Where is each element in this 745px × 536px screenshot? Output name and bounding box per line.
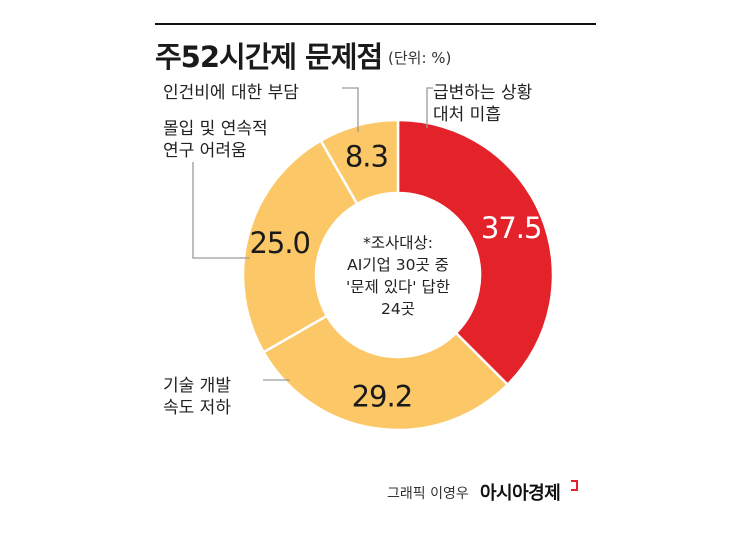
value-label-1: 29.2 xyxy=(352,379,413,413)
value-label-3: 8.3 xyxy=(345,140,388,174)
value-label-0: 37.5 xyxy=(481,211,542,245)
category-label-3: 인건비에 대한 부담 xyxy=(163,83,299,103)
donut-slice-3 xyxy=(319,118,400,206)
category-label-2: 몰입 및 연속적 연구 어려움 xyxy=(163,119,268,161)
leader-line-3 xyxy=(342,87,359,132)
graphic-credit: 그래픽 이영우 xyxy=(387,486,469,502)
center-note-line-0: *조사대상: xyxy=(363,234,433,252)
donut-slice-0 xyxy=(396,118,555,387)
leader-line-2 xyxy=(192,162,250,259)
leader-line-0 xyxy=(426,87,433,128)
unit-note: (단위: %) xyxy=(388,49,452,67)
center-note-line-2: '문제 있다' 답한 xyxy=(346,278,450,296)
chart-title: 주52시간제 문제점 xyxy=(155,40,383,74)
top-rule xyxy=(155,23,596,25)
category-label-0: 급변하는 상황 대처 미흡 xyxy=(433,83,533,125)
center-note-line-1: AI기업 30곳 중 xyxy=(347,256,449,274)
brand-mark-icon xyxy=(571,480,578,491)
value-label-2: 25.0 xyxy=(249,226,310,260)
center-note-line-3: 24곳 xyxy=(381,300,415,318)
category-label-1: 기술 개발 속도 저하 xyxy=(163,376,231,418)
brand-logo: 아시아경제 xyxy=(480,483,561,504)
donut-slice-1 xyxy=(261,314,510,432)
donut-slice-2 xyxy=(241,138,359,354)
